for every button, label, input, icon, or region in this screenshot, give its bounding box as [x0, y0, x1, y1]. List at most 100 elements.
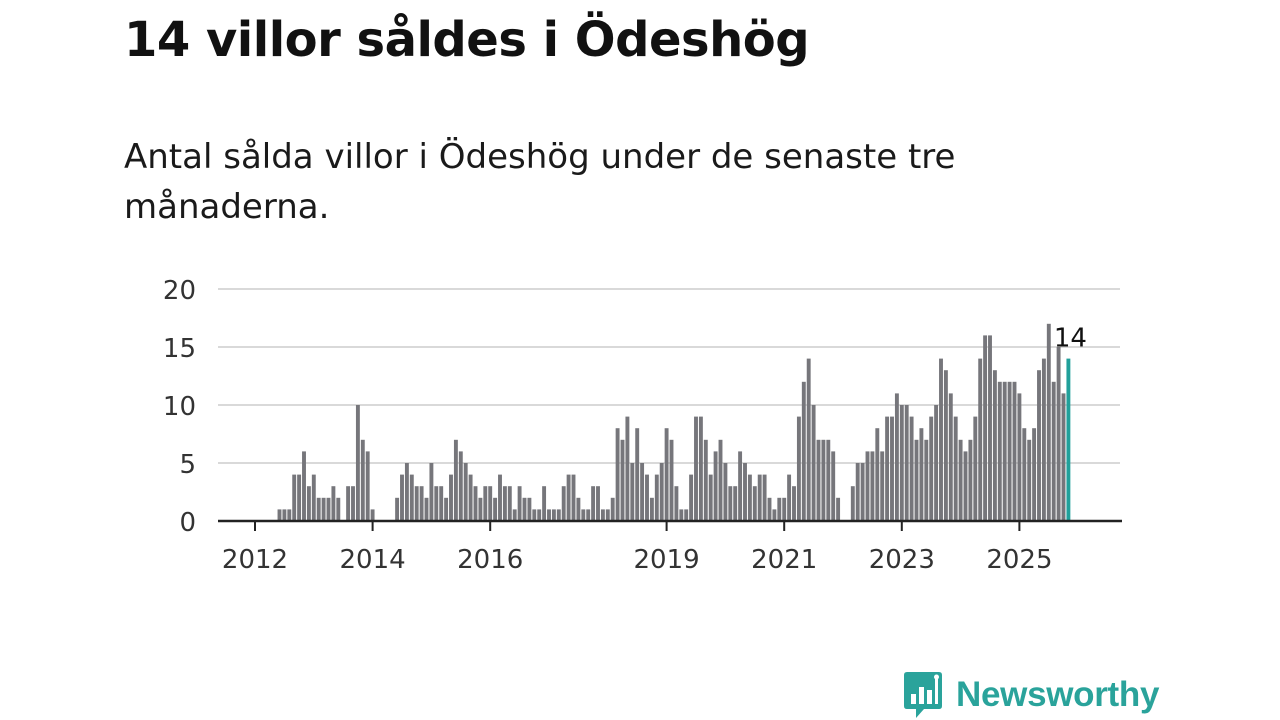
bar — [1037, 370, 1041, 521]
bar — [1022, 428, 1027, 521]
bar — [939, 358, 943, 521]
bar — [934, 405, 939, 521]
bar — [836, 497, 841, 521]
bar — [1051, 381, 1056, 521]
bar — [331, 486, 336, 521]
bar — [718, 439, 723, 521]
bar — [953, 416, 958, 521]
bar — [890, 416, 894, 521]
y-tick-label-20: 20 — [163, 276, 196, 306]
y-tick-label-15: 15 — [163, 334, 196, 364]
bar — [346, 486, 351, 521]
bar — [664, 428, 669, 521]
bar — [777, 497, 782, 521]
bar — [458, 451, 463, 521]
bar — [547, 509, 551, 521]
bar — [483, 486, 488, 521]
bar — [649, 497, 654, 521]
bar — [620, 439, 625, 521]
bar — [517, 486, 522, 521]
bar — [723, 463, 728, 521]
bar — [429, 463, 434, 521]
bar — [561, 486, 566, 521]
bar — [703, 439, 708, 521]
bar — [419, 486, 424, 521]
x-tick-label-2012: 2012 — [222, 545, 288, 575]
bar — [522, 497, 527, 521]
bar — [659, 463, 664, 521]
bar — [865, 451, 870, 521]
bar — [625, 416, 630, 521]
bar — [542, 486, 547, 521]
bar — [997, 381, 1002, 521]
bar — [870, 451, 875, 521]
bar — [674, 486, 679, 521]
bar — [551, 509, 556, 521]
bar — [669, 439, 674, 521]
bar — [449, 474, 453, 521]
bar — [400, 474, 404, 521]
bar — [1046, 323, 1051, 521]
bar — [978, 358, 983, 521]
bar — [713, 451, 718, 521]
bar — [958, 439, 963, 521]
bar — [767, 497, 772, 521]
bar — [610, 497, 615, 521]
bar — [850, 486, 855, 521]
bar — [615, 428, 620, 521]
bar — [498, 474, 502, 521]
bar — [409, 474, 414, 521]
bar — [909, 416, 914, 521]
bar — [326, 497, 331, 521]
bar — [316, 497, 321, 521]
bar — [1007, 381, 1012, 521]
bar — [654, 474, 659, 521]
bar — [728, 486, 733, 521]
bar — [297, 474, 302, 521]
bar — [1056, 347, 1061, 521]
bar — [1017, 393, 1022, 521]
bar — [904, 405, 909, 521]
bar — [1002, 381, 1007, 521]
bar — [880, 451, 885, 521]
x-tick-label-2019: 2019 — [634, 545, 700, 575]
bar — [787, 474, 792, 521]
bar — [924, 439, 929, 521]
bar — [463, 463, 468, 521]
newsworthy-wordmark: Newsworthy — [956, 675, 1160, 714]
bar — [738, 451, 743, 521]
bar — [772, 509, 777, 521]
bar — [1027, 439, 1032, 521]
y-tick-label-0: 0 — [179, 508, 196, 538]
bar — [968, 439, 973, 521]
bar — [948, 393, 953, 521]
bar — [796, 416, 801, 521]
bar — [1032, 428, 1037, 521]
bar — [914, 439, 919, 521]
bar — [404, 463, 409, 521]
bar — [752, 486, 757, 521]
bar — [473, 486, 478, 521]
bar — [576, 497, 581, 521]
bar — [596, 486, 600, 521]
x-tick-label-2021: 2021 — [751, 545, 817, 575]
bar — [444, 497, 449, 521]
bar — [493, 497, 498, 521]
bar — [282, 509, 287, 521]
bar — [277, 509, 282, 521]
bar — [640, 463, 645, 521]
highlighted-value-label: 14 — [1054, 324, 1087, 354]
bar — [806, 358, 811, 521]
bar — [885, 416, 890, 521]
bar — [816, 439, 821, 521]
bar — [694, 416, 698, 521]
x-tick-label-2025: 2025 — [986, 545, 1052, 575]
bar — [605, 509, 610, 521]
bar — [537, 509, 542, 521]
bar — [992, 370, 997, 521]
bar — [336, 497, 341, 521]
bar — [929, 416, 934, 521]
bar — [645, 474, 649, 521]
bar — [826, 439, 831, 521]
bar — [689, 474, 694, 521]
